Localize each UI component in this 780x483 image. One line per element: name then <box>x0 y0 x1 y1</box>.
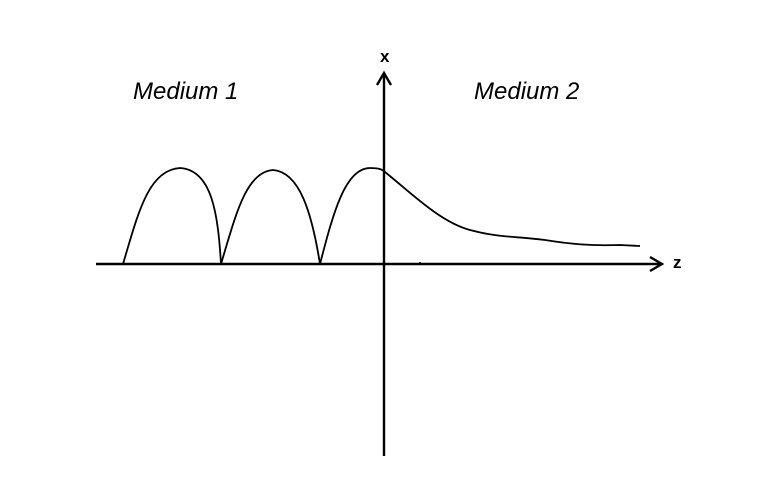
medium-1-label: Medium 1 <box>133 78 239 105</box>
decaying-wave-curve <box>384 171 641 247</box>
x-axis-arrowhead <box>375 70 393 86</box>
wave-arch-2 <box>220 169 321 265</box>
medium-2-label: Medium 2 <box>474 78 580 105</box>
z-axis-label: z <box>673 253 682 272</box>
wave-arch-3 <box>319 167 386 265</box>
x-axis-label: x <box>380 47 390 66</box>
wave-arch-1 <box>122 167 222 265</box>
z-axis-arrowhead <box>649 255 665 273</box>
